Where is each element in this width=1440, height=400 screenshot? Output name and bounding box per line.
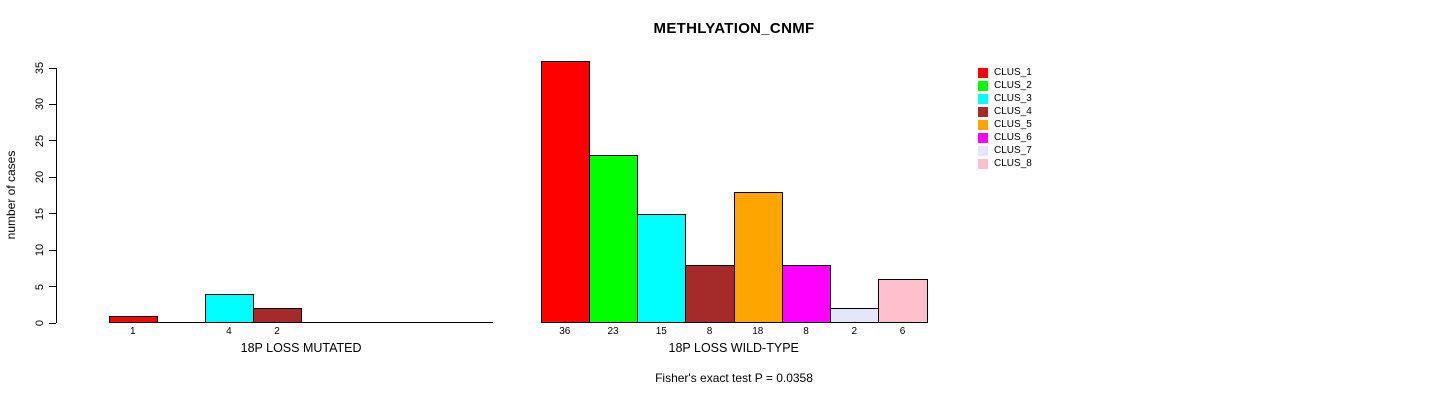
legend-item-label: CLUS_4 [994, 106, 1032, 117]
legend-item: CLUS_7 [978, 144, 1032, 157]
legend-color-swatch [978, 119, 988, 130]
y-tick-mark [49, 286, 56, 288]
y-tick-mark [49, 322, 56, 324]
bar-value-label: 4 [226, 326, 232, 337]
y-tick-mark [49, 176, 56, 178]
y-tick-label: 35 [34, 61, 46, 75]
y-tick-mark [49, 140, 56, 142]
y-tick-label: 20 [34, 171, 46, 184]
y-tick-label: 10 [34, 244, 46, 257]
bar-clus_2 [588, 155, 639, 323]
y-axis-line [56, 68, 57, 323]
x-axis-label-wildtype: 18P LOSS WILD-TYPE [668, 341, 799, 355]
bar-value-label: 23 [607, 326, 619, 337]
bar-value-label: 8 [803, 326, 809, 337]
chart-title: METHLYATION_CNMF [653, 20, 815, 37]
y-tick-label: 25 [34, 134, 46, 147]
legend-color-swatch [978, 106, 988, 117]
legend-item-label: CLUS_7 [994, 145, 1032, 156]
bar-clus_3 [637, 214, 687, 323]
fisher-test-annotation: Fisher's exact test P = 0.0358 [655, 371, 813, 385]
bar-clus_8 [878, 279, 928, 323]
y-tick-mark [49, 249, 56, 251]
bar-value-label: 2 [851, 326, 858, 337]
legend-item-label: CLUS_6 [994, 132, 1032, 143]
bar-value-label: 1 [129, 326, 136, 337]
bar-value-label: 36 [559, 326, 571, 337]
y-axis-label: number of cases [4, 150, 18, 240]
bar-clus_7 [830, 308, 880, 323]
legend-item-label: CLUS_8 [994, 158, 1032, 169]
legend-item: CLUS_3 [978, 92, 1032, 105]
bar-clus_5 [733, 192, 783, 323]
legend-item-label: CLUS_5 [994, 119, 1032, 130]
bar-value-label: 8 [706, 326, 713, 337]
bar-value-label: 18 [752, 326, 764, 337]
bar-clus_6 [781, 265, 832, 323]
legend-item: CLUS_2 [978, 79, 1032, 92]
legend-item-label: CLUS_3 [994, 93, 1032, 104]
legend-color-swatch [978, 158, 988, 169]
bar-clus_1 [108, 316, 158, 323]
bar-clus_1 [540, 61, 590, 323]
legend-item: CLUS_4 [978, 105, 1032, 118]
bar-clus_4 [253, 308, 303, 323]
legend-color-swatch [978, 80, 988, 91]
y-tick-label: 30 [34, 98, 46, 111]
y-tick-mark [49, 213, 56, 215]
x-axis-label-mutated: 18P LOSS MUTATED [240, 341, 362, 355]
y-tick-label: 0 [34, 319, 46, 327]
y-tick-mark [49, 103, 56, 105]
legend-item: CLUS_5 [978, 118, 1032, 131]
legend-item: CLUS_1 [978, 66, 1032, 79]
legend-color-swatch [978, 132, 988, 143]
bar-clus_3 [204, 294, 254, 323]
y-tick-mark [49, 67, 56, 69]
legend: CLUS_1 CLUS_2 CLUS_3 CLUS_4 CLUS_5 CLUS_6 CLUS… [978, 66, 1032, 170]
legend-color-swatch [978, 93, 988, 104]
legend-item-label: CLUS_1 [994, 67, 1032, 78]
bar-clus_4 [685, 265, 735, 323]
bar-value-label: 2 [274, 326, 280, 337]
legend-color-swatch [978, 145, 988, 156]
bar-value-label: 6 [899, 326, 906, 337]
bar-value-label: 15 [655, 326, 667, 337]
y-tick-label: 15 [34, 207, 46, 220]
legend-item: CLUS_8 [978, 157, 1032, 170]
y-tick-label: 5 [34, 283, 46, 290]
legend-item-label: CLUS_2 [994, 80, 1032, 91]
legend-item: CLUS_6 [978, 131, 1032, 144]
legend-color-swatch [978, 67, 988, 78]
